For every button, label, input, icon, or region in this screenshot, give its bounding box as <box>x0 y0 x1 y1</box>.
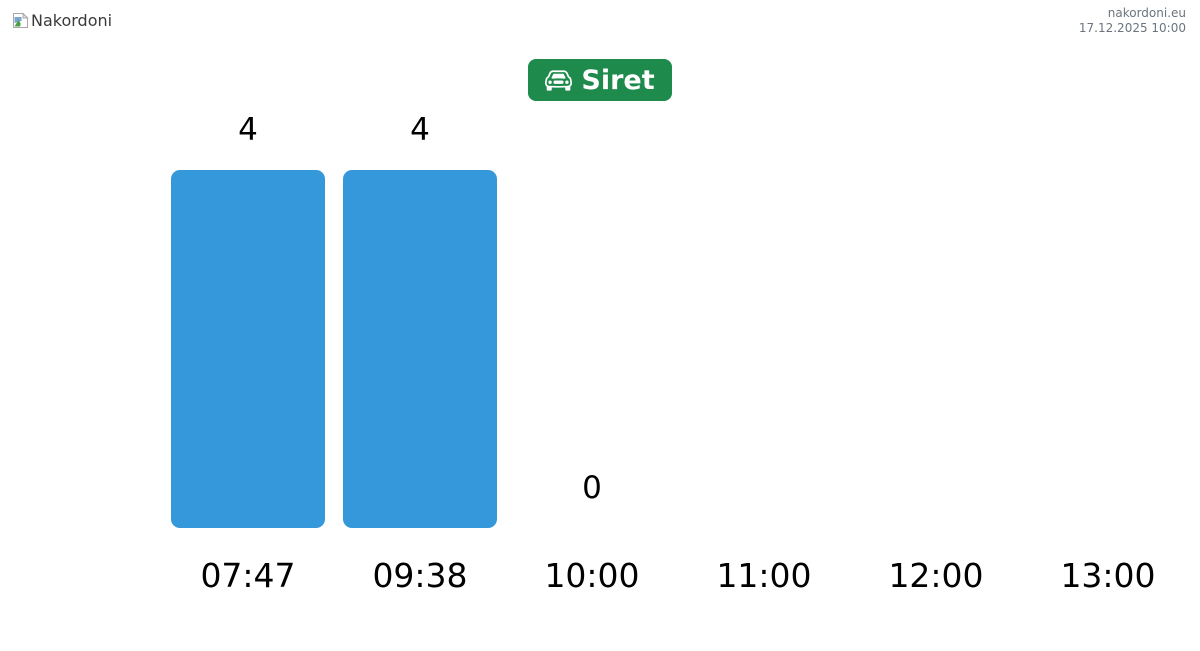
car-front-icon <box>545 67 573 94</box>
site-logo[interactable]: Nakordoni <box>12 11 112 30</box>
bar-09:38[interactable] <box>343 170 497 528</box>
bar-value-label-07:47: 4 <box>238 112 258 148</box>
x-tick-label-11:00: 11:00 <box>716 556 812 595</box>
x-tick-label-13:00: 13:00 <box>1060 556 1156 595</box>
logo-alt-text: Nakordoni <box>31 11 113 30</box>
checkpoint-button-siret[interactable]: Siret <box>528 59 672 101</box>
chart-column-09:38: 4 09:38 <box>334 110 506 595</box>
checkpoint-button-label: Siret <box>581 64 655 96</box>
bar-07:47[interactable] <box>171 170 325 528</box>
broken-image-icon <box>12 12 29 29</box>
queue-bar-chart: 4 07:47 4 09:38 0 10:00 11:00 12:00 13:00 <box>162 110 1194 610</box>
timestamp: 17.12.2025 10:00 <box>1078 21 1186 35</box>
chart-column-12:00: 12:00 <box>850 110 1022 595</box>
bar-value-label-10:00: 0 <box>582 470 602 506</box>
chart-column-10:00: 0 10:00 <box>506 110 678 596</box>
x-tick-label-10:00: 10:00 <box>544 556 640 595</box>
header-info: nakordoni.eu 17.12.2025 10:00 <box>1079 6 1186 36</box>
bar-value-label-09:38: 4 <box>410 112 430 148</box>
chart-column-07:47: 4 07:47 <box>162 110 334 595</box>
x-tick-label-09:38: 09:38 <box>372 556 468 595</box>
x-tick-label-12:00: 12:00 <box>888 556 984 595</box>
site-url-link[interactable]: nakordoni.eu <box>1107 6 1186 20</box>
chart-column-13:00: 13:00 <box>1022 110 1194 595</box>
button-row: Siret <box>0 59 1200 101</box>
chart-column-11:00: 11:00 <box>678 110 850 595</box>
x-tick-label-07:47: 07:47 <box>200 556 296 595</box>
